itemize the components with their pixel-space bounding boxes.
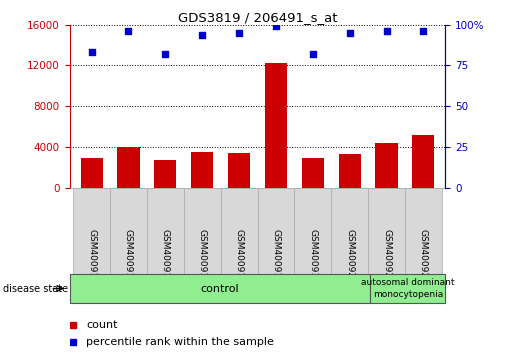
Point <box>198 32 207 38</box>
Bar <box>295 188 331 274</box>
Bar <box>265 63 287 188</box>
Text: GSM400920: GSM400920 <box>345 229 354 284</box>
Bar <box>191 152 213 188</box>
Text: GSM400917: GSM400917 <box>234 229 244 284</box>
Bar <box>302 158 324 188</box>
Text: autosomal dominant: autosomal dominant <box>361 278 455 287</box>
Point <box>125 28 133 34</box>
Text: GSM400914: GSM400914 <box>124 229 133 284</box>
Bar <box>405 188 442 274</box>
Text: GSM400913: GSM400913 <box>87 229 96 284</box>
Point <box>419 28 427 34</box>
Bar <box>117 147 140 188</box>
Point <box>161 51 169 57</box>
Bar <box>228 153 250 188</box>
Bar <box>184 188 220 274</box>
Text: disease state: disease state <box>3 284 67 293</box>
Bar <box>375 143 398 188</box>
Bar <box>413 135 435 188</box>
Bar <box>147 188 184 274</box>
Text: control: control <box>201 284 239 293</box>
Bar <box>258 188 295 274</box>
Text: GSM400915: GSM400915 <box>161 229 170 284</box>
Text: GSM400918: GSM400918 <box>271 229 281 284</box>
Point <box>272 24 280 29</box>
Text: count: count <box>87 320 118 330</box>
Bar <box>338 154 360 188</box>
Bar <box>331 188 368 274</box>
Bar <box>370 274 445 303</box>
Text: percentile rank within the sample: percentile rank within the sample <box>87 337 274 347</box>
Point <box>346 30 354 36</box>
Bar <box>70 274 370 303</box>
Text: GSM400916: GSM400916 <box>198 229 207 284</box>
Bar <box>220 188 258 274</box>
Point <box>382 28 390 34</box>
Point <box>308 51 317 57</box>
Bar <box>73 188 110 274</box>
Bar <box>80 158 102 188</box>
Point <box>235 30 243 36</box>
Bar <box>154 160 177 188</box>
Bar <box>110 188 147 274</box>
Text: GSM400919: GSM400919 <box>308 229 317 284</box>
Text: GSM400921: GSM400921 <box>382 229 391 284</box>
Text: monocytopenia: monocytopenia <box>373 290 443 299</box>
Text: GSM400922: GSM400922 <box>419 229 428 284</box>
Bar <box>368 188 405 274</box>
Point <box>88 50 96 55</box>
Title: GDS3819 / 206491_s_at: GDS3819 / 206491_s_at <box>178 11 337 24</box>
